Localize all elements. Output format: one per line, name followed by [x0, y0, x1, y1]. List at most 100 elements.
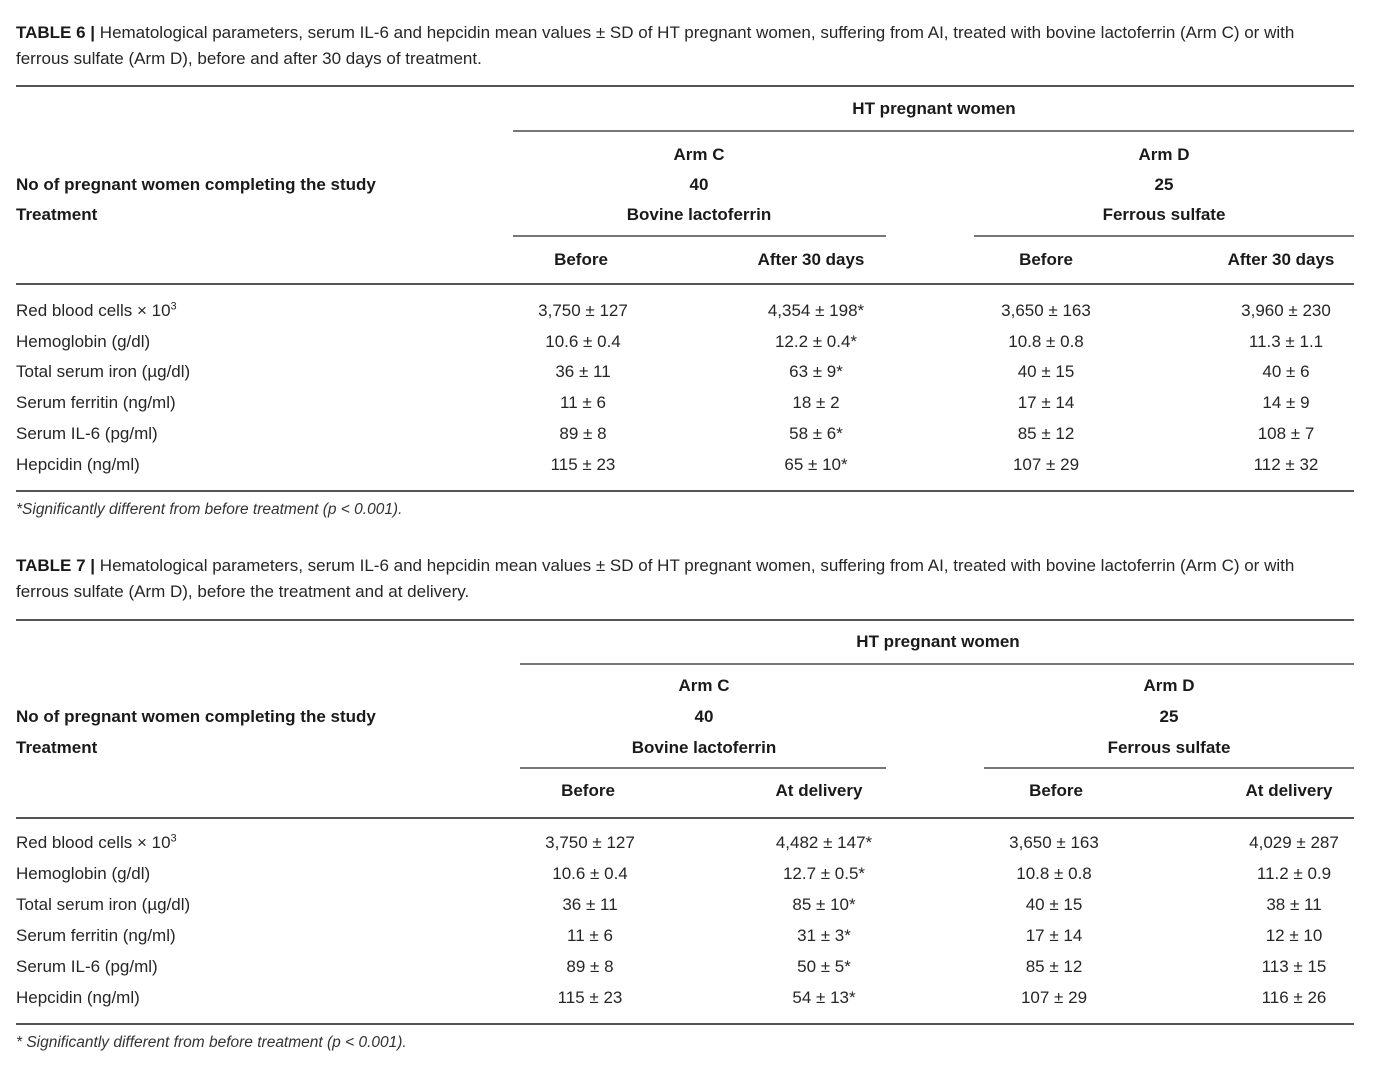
cell: 115 ± 23 — [557, 988, 623, 1007]
cell: 3,750 ± 127 — [545, 833, 635, 852]
cell: 12.2 ± 0.4* — [774, 332, 858, 351]
cell: 65 ± 10* — [784, 455, 848, 474]
table-6: TABLE 6 | Hematological parameters, seru… — [16, 20, 1356, 518]
cell: 10.8 ± 0.8 — [1008, 332, 1084, 351]
subcol-header: Before — [1029, 781, 1083, 800]
cell: 12 ± 10 — [1265, 926, 1323, 945]
cell: 11.3 ± 1.1 — [1248, 332, 1324, 351]
subcol-header: After 30 days — [757, 250, 865, 269]
arm-c-n: 40 — [694, 707, 714, 726]
cell: 36 ± 11 — [562, 895, 618, 914]
bottom-rule — [16, 1023, 1354, 1025]
cell: 85 ± 12 — [1017, 424, 1075, 443]
header-rule — [16, 817, 1354, 819]
cell: 11 ± 6 — [567, 926, 613, 945]
caption-text: Hematological parameters, serum IL-6 and… — [16, 23, 1295, 68]
cell: 115 ± 23 — [550, 455, 616, 474]
cell: 113 ± 15 — [1261, 957, 1327, 976]
subcol-header: After 30 days — [1227, 250, 1335, 269]
cell: 4,029 ± 287 — [1249, 833, 1339, 852]
cell: 10.6 ± 0.4 — [552, 864, 628, 883]
arm-d-treatment: Ferrous sulfate — [1107, 738, 1231, 757]
arm-d-rule — [974, 235, 1354, 237]
row-label: Red blood cells × 103 — [16, 300, 177, 320]
arm-c-name: Arm C — [678, 676, 730, 695]
arm-d-n: 25 — [1159, 707, 1179, 726]
cell: 3,750 ± 127 — [538, 301, 628, 320]
cell: 4,354 ± 198* — [767, 301, 865, 320]
table-label: TABLE 6 | — [16, 23, 96, 42]
group-header: HT pregnant women — [852, 99, 1016, 118]
arm-c-name: Arm C — [673, 145, 725, 164]
treatment-label: Treatment — [16, 205, 98, 224]
cell: 107 ± 29 — [1020, 988, 1088, 1007]
cell: 63 ± 9* — [789, 362, 843, 381]
cell: 116 ± 26 — [1261, 988, 1327, 1007]
arm-d-treatment: Ferrous sulfate — [1102, 205, 1226, 224]
cell: 108 ± 7 — [1257, 424, 1315, 443]
arm-c-treatment: Bovine lactoferrin — [626, 205, 772, 224]
caption-text: Hematological parameters, serum IL-6 and… — [16, 556, 1295, 601]
cell: 3,650 ± 163 — [1001, 301, 1091, 320]
cell: 17 ± 14 — [1025, 926, 1083, 945]
top-rule — [16, 619, 1354, 621]
subcol-header: Before — [554, 250, 608, 269]
cell: 10.8 ± 0.8 — [1016, 864, 1092, 883]
cell: 31 ± 3* — [797, 926, 851, 945]
row-label: Hemoglobin (g/dl) — [16, 864, 151, 883]
arm-c-n: 40 — [689, 175, 709, 194]
cell: 3,960 ± 230 — [1241, 301, 1331, 320]
row-label: Hepcidin (ng/ml) — [16, 455, 140, 474]
cell: 18 ± 2 — [792, 393, 840, 412]
cell: 89 ± 8 — [566, 957, 614, 976]
cell: 17 ± 14 — [1017, 393, 1075, 412]
cell: 10.6 ± 0.4 — [545, 332, 621, 351]
cell: 14 ± 9 — [1262, 393, 1310, 412]
table-7: TABLE 7 | Hematological parameters, seru… — [16, 553, 1356, 1051]
arm-d-name: Arm D — [1143, 676, 1195, 695]
cell: 112 ± 32 — [1253, 455, 1319, 474]
arm-d-rule — [984, 767, 1354, 769]
footnote: * Significantly different from before tr… — [16, 1034, 407, 1051]
arm-c-rule — [513, 235, 886, 237]
cell: 4,482 ± 147* — [775, 833, 873, 852]
arm-d-name: Arm D — [1138, 145, 1190, 164]
row-label: Serum IL-6 (pg/ml) — [16, 424, 158, 443]
cell: 36 ± 11 — [555, 362, 611, 381]
arm-c-rule — [520, 767, 886, 769]
row-label: Serum IL-6 (pg/ml) — [16, 957, 158, 976]
row-label: Hemoglobin (g/dl) — [16, 332, 151, 351]
table-label: TABLE 7 | — [16, 556, 96, 575]
cell: 11.2 ± 0.9 — [1256, 864, 1332, 883]
cell: 3,650 ± 163 — [1009, 833, 1099, 852]
treatment-label: Treatment — [16, 738, 98, 757]
top-rule — [16, 85, 1354, 87]
row-label: Hepcidin (ng/ml) — [16, 988, 140, 1007]
header-rule — [16, 283, 1354, 285]
cell: 40 ± 15 — [1025, 895, 1083, 914]
cell: 85 ± 10* — [792, 895, 856, 914]
row-label: Serum ferritin (ng/ml) — [16, 926, 176, 945]
group-rule — [513, 130, 1354, 132]
row-label: Serum ferritin (ng/ml) — [16, 393, 176, 412]
row-label: Total serum iron (µg/dl) — [16, 895, 191, 914]
arm-d-n: 25 — [1154, 175, 1174, 194]
arm-c-treatment: Bovine lactoferrin — [631, 738, 777, 757]
cell: 40 ± 15 — [1017, 362, 1075, 381]
group-header: HT pregnant women — [856, 632, 1020, 651]
cell: 54 ± 13* — [792, 988, 856, 1007]
row-label: Total serum iron (µg/dl) — [16, 362, 191, 381]
cell: 58 ± 6* — [789, 424, 843, 443]
cell: 107 ± 29 — [1012, 455, 1080, 474]
cell: 89 ± 8 — [559, 424, 607, 443]
subcol-header: Before — [1019, 250, 1073, 269]
cell: 85 ± 12 — [1025, 957, 1083, 976]
cell: 38 ± 11 — [1266, 895, 1322, 914]
group-rule — [520, 663, 1354, 665]
subcol-header: At delivery — [1245, 781, 1333, 800]
footnote: *Significantly different from before tre… — [16, 501, 403, 518]
cell: 50 ± 5* — [797, 957, 851, 976]
subcol-header: Before — [561, 781, 615, 800]
table-caption: TABLE 6 | Hematological parameters, seru… — [16, 20, 1346, 72]
bottom-rule — [16, 490, 1354, 492]
